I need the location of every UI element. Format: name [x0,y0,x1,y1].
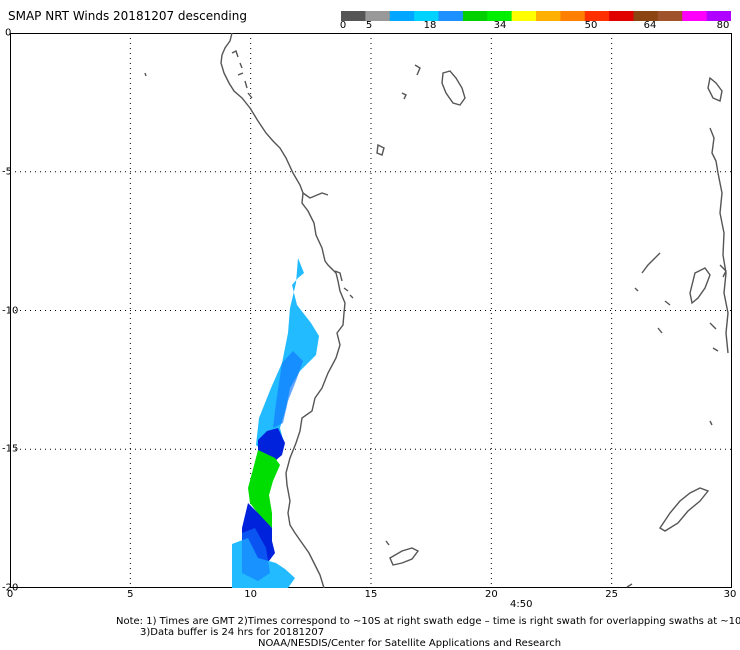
island-right-north [707,76,723,102]
latitude-label: -5 [2,166,12,178]
coast-right-strip [709,127,729,354]
swath-time-label: 4:50 [510,599,533,610]
longitude-label: 20 [484,589,498,600]
lake-region-small-1 [414,64,421,76]
colorbar-segment [536,11,561,21]
lake-region-small-2 [401,92,407,100]
island-far-right-tiny [709,420,713,426]
colorbar-label: 50 [584,20,598,31]
colorbar-segment [487,11,513,21]
west-coast-detail [231,50,253,99]
colorbar-segment [511,11,537,21]
colorbar-label: 34 [493,20,507,31]
footer-credit: NOAA/NESDIS/Center for Satellite Applica… [258,638,562,649]
swath-green [248,450,280,528]
footer-note-line-2: 3)Data buffer is 24 hrs for 20181207 [140,627,325,638]
longitude-label: 0 [6,589,14,600]
island-offshore [334,270,354,299]
longitude-label: 30 [723,589,737,600]
colorbar-label: 64 [643,20,657,31]
wind-map-plot [10,33,732,588]
swath-medium-blue [273,351,303,428]
colorbar-segment [584,11,610,21]
colorbar-segment [341,11,366,21]
colorbar-label: 5 [365,20,373,31]
island-right-mid-small [719,264,727,278]
colorbar-segment [657,11,683,21]
colorbar-segment [462,11,488,21]
colorbar-segment [389,11,415,21]
island-south-small [389,547,420,566]
island-small-north [144,72,147,77]
wind-speed-colorbar [341,6,732,21]
colorbar-label: 18 [423,20,437,31]
colorbar-segment [682,11,708,21]
latitude-label: -20 [2,582,19,594]
longitude-label: 10 [244,589,258,600]
colorbar-segment [414,11,440,21]
island-south-tiny [385,540,390,546]
africa-west-coastline [220,33,346,588]
footer-note-line-1: Note: 1) Times are GMT 2)Times correspon… [116,616,740,627]
swath-medium-blue-south [242,528,270,581]
gabon-coast-detail [302,192,329,199]
island-right-mid [689,267,711,305]
lake-tanganyika [376,143,385,156]
lake-victoria-region [441,70,466,106]
colorbar-label: 0 [339,20,347,31]
colorbar-segment [560,11,586,21]
colorbar-segment [633,11,659,21]
map-title: SMAP NRT Winds 20181207 descending [8,9,247,23]
colorbar-segment [365,11,391,21]
longitude-label: 15 [364,589,378,600]
longitude-label: 5 [127,589,134,600]
colorbar-label: 80 [716,20,730,31]
islands-right-scatter [634,252,719,352]
map-gridlines [10,33,732,588]
colorbar-segment [438,11,464,21]
colorbar-segment [609,11,635,21]
swath-light-blue [256,258,319,453]
longitude-label: 25 [605,589,619,600]
island-bottom-tiny [626,583,633,588]
wind-swath [232,258,319,588]
latitude-label: -10 [2,305,19,316]
latitude-label: -15 [2,443,19,455]
latitude-label: 0 [5,27,12,39]
colorbar-graphic [341,11,732,21]
swath-dark-blue [258,428,285,461]
island-southeast [659,487,710,532]
coastlines [144,33,729,588]
colorbar-segment [706,11,732,21]
